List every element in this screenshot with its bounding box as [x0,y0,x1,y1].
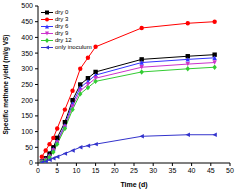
svg-text:Time (d): Time (d) [120,181,147,189]
svg-text:40: 40 [188,167,196,174]
svg-text:20: 20 [111,167,119,174]
svg-text:30: 30 [149,167,157,174]
svg-text:25: 25 [130,167,138,174]
svg-text:Specific methane yield (ml/g V: Specific methane yield (ml/g VS) [8,34,10,134]
svg-text:350: 350 [21,50,33,57]
svg-text:15: 15 [92,167,100,174]
svg-text:35: 35 [169,167,177,174]
svg-text:500: 500 [21,2,33,9]
html-text:dry 3: dry 3 [55,16,69,22]
svg-text:250: 250 [21,81,33,88]
html-text:only inoculum: only inoculum [55,44,92,50]
svg-text:400: 400 [21,34,33,41]
svg-text:45: 45 [207,167,215,174]
html-text:dry 9: dry 9 [55,30,69,36]
html-text:dry 0: dry 0 [55,9,69,15]
svg-text:10: 10 [73,167,81,174]
svg-text:450: 450 [21,18,33,25]
svg-text:0: 0 [36,167,40,174]
svg-text:300: 300 [21,65,33,72]
svg-text:200: 200 [21,97,33,104]
svg-text:5: 5 [55,167,59,174]
svg-text:150: 150 [21,112,33,119]
html-text:dry 6: dry 6 [55,23,69,29]
svg-text:0: 0 [29,159,33,166]
svg-text:50: 50 [25,144,33,151]
svg-text:50: 50 [226,167,230,174]
svg-text:100: 100 [21,128,33,135]
html-text:dry 12: dry 12 [55,37,72,43]
